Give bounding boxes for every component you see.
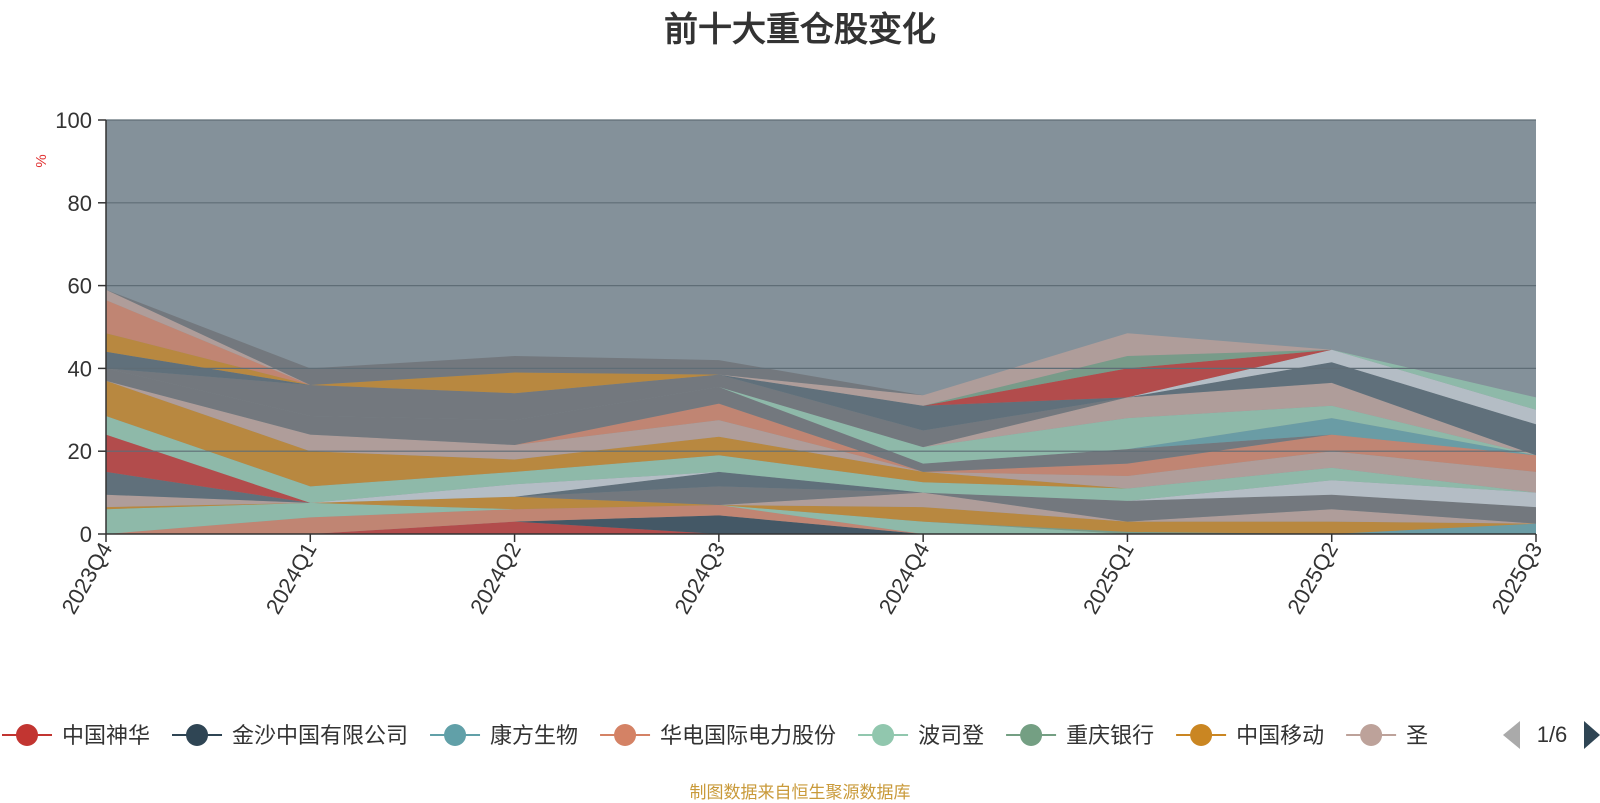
area-series-14 [106,380,1536,493]
legend-label: 重庆银行 [1066,723,1154,748]
legend-label: 金沙中国有限公司 [232,723,408,748]
legend-circle-marker [16,724,38,746]
x-tick-label: 2024Q4 [874,538,935,618]
x-tick-label: 2024Q3 [669,538,730,618]
area-series-13 [106,416,1536,503]
area-series-3 [106,515,1536,534]
legend-next-page-button[interactable] [1584,721,1600,749]
legend-circle-marker [872,724,895,746]
legend-label: 康方生物 [490,723,578,748]
y-axis-unit-label: % [33,154,50,167]
legend-item[interactable]: 重庆银行 [1006,723,1154,748]
chart-title: 前十大重仓股变化 [664,10,936,50]
area-series-1 [106,521,1536,534]
x-tick-label: 2025Q2 [1282,538,1343,618]
legend-prev-page-button[interactable] [1503,721,1520,749]
area-series-5 [106,502,1536,534]
legend-item[interactable]: 圣 [1346,723,1428,748]
grid-lines [106,119,1536,452]
area-series-10 [106,471,1536,508]
area-series-30 [106,289,1536,398]
y-tick-label: 80 [68,191,92,216]
legend: 中国神华 金沙中国有限公司 康方生物 华电国际电力股份 波司登 重庆银行 中国移动 圣 [2,723,1428,748]
legend-item[interactable]: 中国移动 [1176,723,1324,748]
x-tick-label: 2023Q4 [57,538,118,618]
y-tick-label: 60 [68,274,92,299]
y-tick-label: 20 [68,439,92,464]
x-tick-label: 2025Q3 [1487,538,1548,618]
legend-circle-marker [444,724,467,746]
legend-item[interactable]: 金沙中国有限公司 [172,723,408,748]
x-tick-label: 2025Q1 [1078,538,1139,618]
area-series-21 [106,368,1536,456]
legend-label: 圣 [1406,723,1428,748]
legend-pager: 1/6 [1503,721,1600,749]
legend-page-indicator: 1/6 [1537,722,1568,747]
legend-item[interactable]: 中国神华 [2,723,150,748]
y-tick-label: 0 [80,522,92,547]
area-series-17 [106,368,1536,472]
legend-label: 中国移动 [1236,723,1324,748]
legend-label: 波司登 [918,723,984,748]
legend-circle-marker [186,724,209,746]
y-tick-label: 40 [68,356,92,381]
area-series-9 [106,486,1536,524]
legend-circle-marker [1190,724,1213,746]
legend-item[interactable]: 华电国际电力股份 [600,723,836,748]
area-series-19 [106,368,1536,464]
x-tick-label: 2024Q2 [465,538,526,618]
legend-circle-marker [1020,724,1043,746]
area-series-8 [106,492,1536,524]
legend-label: 中国神华 [62,723,150,748]
legend-circle-marker [1360,724,1383,746]
legend-label: 华电国际电力股份 [660,723,836,748]
legend-item[interactable]: 波司登 [858,723,984,748]
area-series-7 [106,496,1536,534]
y-tick-label: 100 [55,108,92,133]
data-source-note: 制图数据来自恒生聚源数据库 [689,783,911,803]
area-series-11 [106,471,1536,508]
legend-circle-marker [614,724,637,746]
area-series-29 [106,289,1536,406]
area-layers [106,289,1536,534]
area-series-27 [106,333,1536,406]
x-tick-label: 2024Q1 [261,538,322,618]
area-series-24 [106,349,1536,410]
legend-item[interactable]: 康方生物 [430,723,578,748]
